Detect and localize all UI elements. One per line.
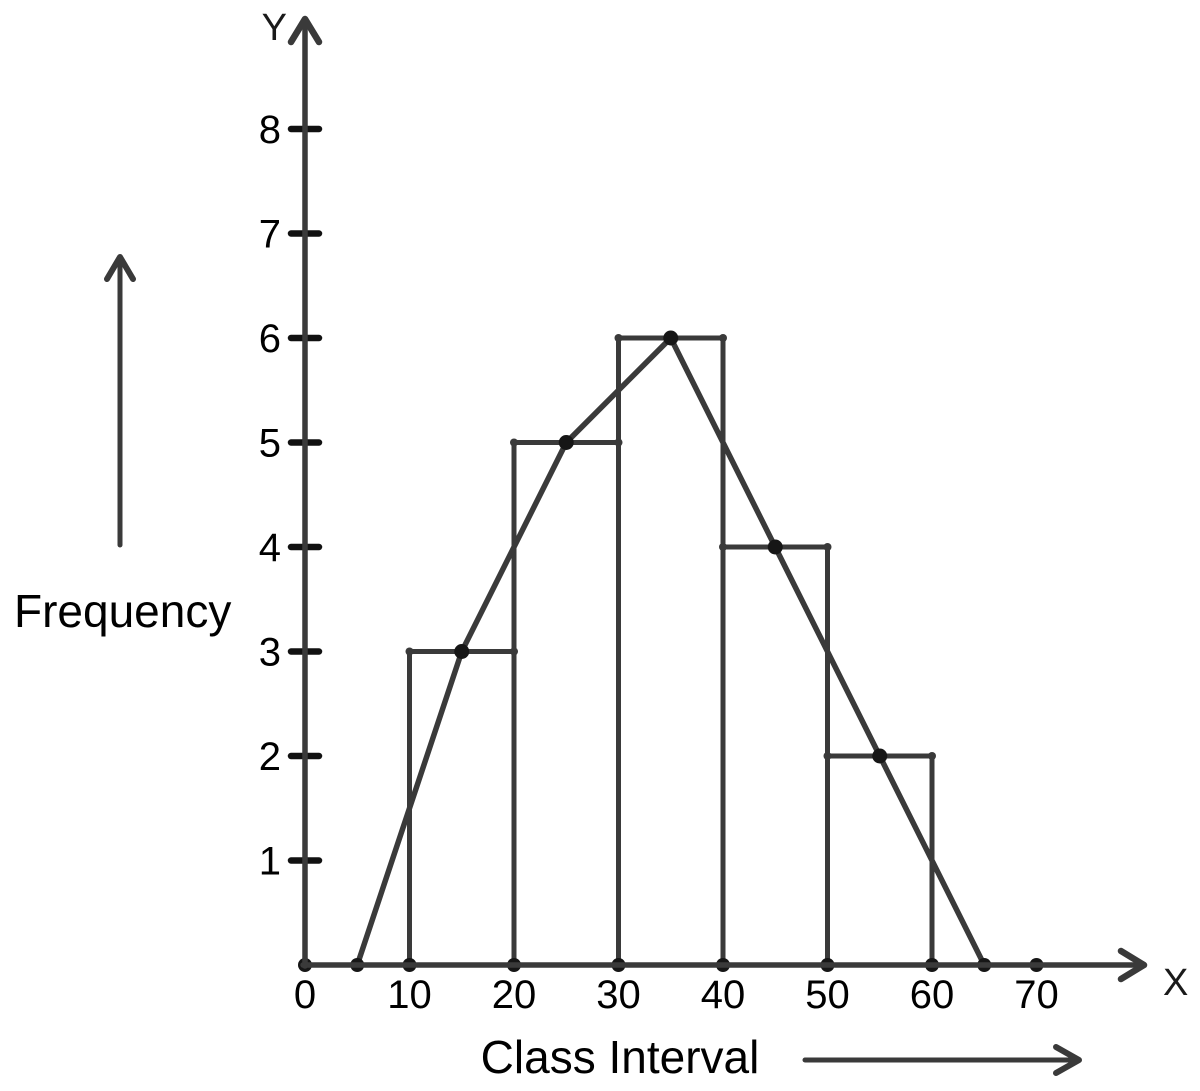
y-axis-letter: Y xyxy=(262,7,287,49)
bar-corner-dot xyxy=(823,752,832,760)
polygon-vertex-dots xyxy=(454,330,888,764)
y-tick-label: 7 xyxy=(259,213,281,257)
bar-corner-dot xyxy=(928,752,936,760)
y-tick-label: 3 xyxy=(259,631,281,675)
x-tick-label: 0 xyxy=(294,973,316,1017)
x-tick-label: 40 xyxy=(701,973,746,1017)
y-tick-label: 1 xyxy=(259,840,281,884)
y-tick-label: 8 xyxy=(259,108,281,152)
polygon-vertex-dot xyxy=(872,748,888,764)
x-tick-label: 10 xyxy=(387,973,432,1017)
y-tick-label: 6 xyxy=(259,317,281,361)
x-axis-tick-labels: 0 10 20 30 40 50 60 70 xyxy=(294,973,1059,1017)
y-axis-title: Frequency xyxy=(14,585,231,637)
bar-corner-dot xyxy=(719,334,727,342)
x-tick-label: 50 xyxy=(805,973,850,1017)
bar-corner-dot xyxy=(405,647,414,656)
bar-corner-dot xyxy=(510,438,518,447)
polygon-vertex-dot xyxy=(558,435,574,450)
x-axis-title: Class Interval xyxy=(481,1031,760,1083)
class-interval-direction-arrow xyxy=(802,1044,1082,1076)
y-tick-label: 5 xyxy=(259,422,281,466)
x-axis-arrowhead-icon xyxy=(1117,947,1148,983)
bar-corner-dot xyxy=(614,334,623,342)
class-interval-arrow-head-icon xyxy=(1053,1044,1082,1076)
bar-corner-dot xyxy=(719,543,727,551)
bar-corner-dot xyxy=(823,543,832,551)
polygon-vertex-dot xyxy=(663,330,679,346)
y-tick-label: 2 xyxy=(259,735,281,779)
polygon-vertex-dot xyxy=(454,644,470,659)
x-tick-label: 60 xyxy=(910,973,955,1017)
y-axis-arrowhead-icon xyxy=(287,15,323,46)
histogram-bar xyxy=(407,649,517,968)
histogram-bar xyxy=(616,335,726,968)
polygon-vertex-dot xyxy=(767,539,783,555)
histogram-bar xyxy=(720,544,830,968)
y-axis-tick-labels: 1 2 3 4 5 6 7 8 xyxy=(259,108,281,884)
frequency-arrow-head-icon xyxy=(104,254,136,282)
x-tick-label: 30 xyxy=(596,973,641,1017)
y-axis xyxy=(287,15,323,969)
x-tick-label: 70 xyxy=(1014,973,1059,1017)
y-tick-label: 4 xyxy=(259,526,281,570)
histogram-bars xyxy=(405,334,936,968)
frequency-direction-arrow xyxy=(104,254,136,548)
x-axis xyxy=(300,947,1148,983)
x-axis-letter: X xyxy=(1163,962,1188,1004)
histogram-bar xyxy=(825,753,935,968)
x-tick-label: 20 xyxy=(492,973,537,1017)
